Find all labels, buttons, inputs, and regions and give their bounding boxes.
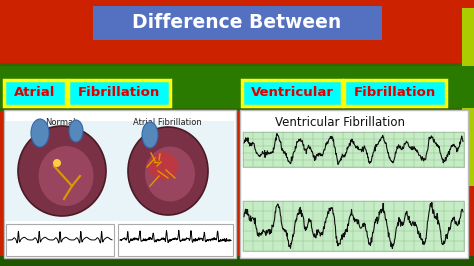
Text: Ventricular Fibrillation: Ventricular Fibrillation xyxy=(275,116,405,129)
Ellipse shape xyxy=(142,122,158,148)
Bar xyxy=(0,63,474,111)
Text: Ventricular: Ventricular xyxy=(250,86,334,99)
Ellipse shape xyxy=(145,147,195,202)
Text: Atrial: Atrial xyxy=(14,86,55,99)
FancyBboxPatch shape xyxy=(68,80,170,106)
FancyBboxPatch shape xyxy=(242,80,342,106)
FancyBboxPatch shape xyxy=(4,80,66,106)
Ellipse shape xyxy=(18,126,106,216)
FancyBboxPatch shape xyxy=(4,110,236,258)
Bar xyxy=(243,132,464,167)
Text: Difference Between: Difference Between xyxy=(132,14,342,32)
Bar xyxy=(0,66,474,108)
Text: Atrial Fibrillation: Atrial Fibrillation xyxy=(133,118,201,127)
Bar xyxy=(243,201,464,251)
Circle shape xyxy=(53,159,61,167)
Ellipse shape xyxy=(69,120,83,142)
Text: Fibrillation: Fibrillation xyxy=(354,86,436,99)
Bar xyxy=(0,256,474,266)
Bar xyxy=(462,8,474,186)
Bar xyxy=(118,224,233,256)
FancyBboxPatch shape xyxy=(240,110,468,258)
Bar xyxy=(6,224,114,256)
Ellipse shape xyxy=(148,152,178,180)
Ellipse shape xyxy=(38,146,93,206)
Bar xyxy=(6,121,234,221)
Ellipse shape xyxy=(128,127,208,215)
FancyBboxPatch shape xyxy=(93,6,382,40)
Text: Normal: Normal xyxy=(45,118,75,127)
Ellipse shape xyxy=(31,119,49,147)
Text: Fibrillation: Fibrillation xyxy=(78,86,160,99)
FancyBboxPatch shape xyxy=(344,80,446,106)
